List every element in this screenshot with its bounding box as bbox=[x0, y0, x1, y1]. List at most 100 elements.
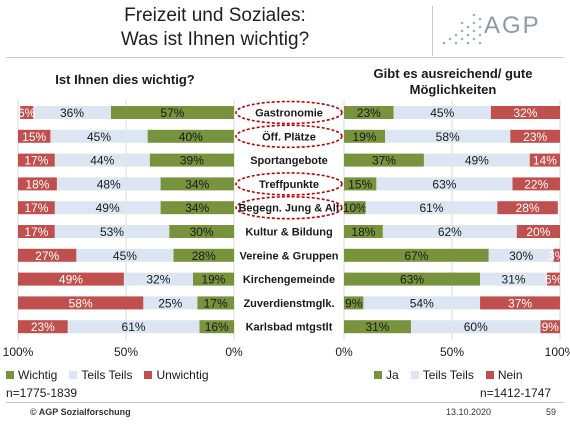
right-bar-nein bbox=[516, 225, 560, 238]
left-bar-wichtig bbox=[149, 153, 234, 167]
right-data-label: 63% bbox=[432, 177, 456, 191]
left-data-label: 40% bbox=[179, 130, 203, 144]
legend-swatch-light-r bbox=[410, 371, 419, 379]
left-data-label: 28% bbox=[192, 249, 216, 263]
left-data-label: 49% bbox=[59, 273, 83, 287]
right-bar-ja bbox=[344, 248, 489, 262]
left-data-label: 34% bbox=[185, 177, 209, 191]
category-label: Begegn. Jung & Alt bbox=[238, 203, 339, 215]
legend-item-ja: Ja bbox=[374, 368, 399, 382]
left-bar-unwichtig bbox=[18, 225, 55, 238]
right-bar-teils-teils bbox=[480, 272, 548, 286]
right-bar-teils-teils bbox=[363, 296, 481, 310]
left-bar-wichtig bbox=[147, 129, 234, 143]
left-data-label: 23% bbox=[31, 320, 55, 334]
right-bar-teils-teils bbox=[410, 320, 541, 334]
left-data-label: 45% bbox=[113, 249, 137, 263]
left-bar-teils-teils bbox=[54, 153, 150, 167]
category-label: Kirchengemeinde bbox=[243, 274, 335, 286]
highlight-ellipse bbox=[235, 100, 343, 125]
right-data-label: 45% bbox=[430, 106, 454, 120]
left-data-label: 58% bbox=[69, 296, 93, 310]
left-bar-teils-teils bbox=[56, 177, 161, 191]
legend-item-teils: Teils Teils bbox=[69, 368, 132, 382]
right-bar-ja bbox=[344, 106, 394, 119]
right-bar-teils-teils bbox=[376, 177, 513, 191]
left-bar-teils-teils bbox=[50, 129, 148, 143]
legend-swatch-green-r bbox=[374, 371, 382, 379]
left-bar-teils-teils bbox=[67, 320, 200, 334]
right-data-label: 9% bbox=[542, 320, 560, 334]
left-data-label: 34% bbox=[185, 201, 209, 215]
left-data-label: 17% bbox=[24, 201, 48, 215]
left-bar-teils-teils bbox=[76, 248, 174, 262]
agp-logo-text: AGP bbox=[484, 12, 541, 39]
left-bar-unwichtig bbox=[18, 177, 57, 191]
legend-item-teils-r: Teils Teils bbox=[410, 368, 474, 382]
right-tick-label: 100% bbox=[545, 345, 570, 359]
right-data-label: 49% bbox=[465, 154, 489, 168]
right-bar-teils-teils bbox=[393, 106, 491, 119]
left-data-label: 49% bbox=[96, 201, 120, 215]
legend-label-nein: Nein bbox=[497, 368, 523, 382]
left-data-label: 18% bbox=[25, 177, 49, 191]
footer-page-number: 59 bbox=[546, 407, 557, 417]
highlight-ellipse bbox=[235, 195, 343, 220]
left-bar-unwichtig bbox=[18, 272, 124, 286]
right-sample-size: n=1412-1747 bbox=[480, 386, 552, 400]
right-data-label: 62% bbox=[438, 225, 462, 239]
right-heading: Gibt es ausreichend/ gute Möglichkeiten bbox=[340, 66, 566, 98]
right-data-label: 10% bbox=[343, 201, 367, 215]
left-bar-wichtig bbox=[192, 272, 234, 286]
left-bar-unwichtig bbox=[18, 248, 77, 262]
left-bar-wichtig bbox=[160, 177, 234, 191]
right-bar-ja bbox=[344, 153, 424, 167]
right-bar-nein bbox=[553, 248, 560, 262]
right-bar-nein bbox=[529, 153, 560, 167]
right-bar-teils-teils bbox=[365, 201, 498, 215]
left-data-label: 36% bbox=[60, 106, 84, 120]
right-bar-nein bbox=[497, 201, 558, 215]
left-bar-unwichtig bbox=[20, 106, 34, 119]
left-data-label: 19% bbox=[201, 273, 225, 287]
right-bar-nein bbox=[547, 272, 560, 286]
left-data-label: 17% bbox=[24, 154, 48, 168]
right-bar-teils-teils bbox=[382, 225, 517, 238]
left-bar-teils-teils bbox=[54, 225, 170, 238]
right-bar-nein bbox=[490, 106, 560, 119]
left-bar-wichtig bbox=[199, 320, 234, 334]
left-data-label: 17% bbox=[24, 225, 48, 239]
right-data-label: 67% bbox=[404, 249, 428, 263]
left-bar-unwichtig bbox=[18, 201, 55, 215]
right-data-label: 60% bbox=[464, 320, 488, 334]
right-tick-label: 0% bbox=[335, 345, 353, 359]
left-tick-label: 0% bbox=[225, 345, 243, 359]
right-bar-ja bbox=[344, 320, 411, 334]
left-data-label: 27% bbox=[35, 249, 59, 263]
left-data-label: 15% bbox=[22, 130, 46, 144]
left-bar-unwichtig bbox=[18, 153, 55, 167]
legend-swatch-red bbox=[144, 371, 153, 379]
legend-label-ja: Ja bbox=[386, 368, 399, 382]
right-data-label: 23% bbox=[357, 106, 381, 120]
left-tick-label: 50% bbox=[114, 345, 138, 359]
left-bar-wichtig bbox=[173, 248, 234, 262]
legend-item-unwichtig: Unwichtig bbox=[144, 368, 209, 382]
legend-item-nein: Nein bbox=[485, 368, 523, 382]
left-tick-label: 100% bbox=[3, 345, 34, 359]
right-tick-label: 50% bbox=[440, 345, 464, 359]
left-data-label: 48% bbox=[97, 177, 121, 191]
legend-label-teils-r: Teils Teils bbox=[422, 368, 474, 382]
footer-date: 13.10.2020 bbox=[446, 407, 492, 417]
right-bar-ja bbox=[344, 225, 383, 238]
right-data-label: 32% bbox=[513, 106, 537, 120]
left-data-label: 25% bbox=[158, 296, 182, 310]
right-bar-ja bbox=[344, 296, 364, 310]
right-data-label: 61% bbox=[419, 201, 443, 215]
category-label: Sportangebote bbox=[250, 155, 328, 167]
right-data-label: 31% bbox=[502, 273, 526, 287]
left-bar-unwichtig bbox=[18, 296, 144, 310]
right-bar-ja bbox=[344, 129, 386, 143]
left-heading: Ist Ihnen dies wichtig? bbox=[55, 72, 195, 87]
right-data-label: 6% bbox=[545, 273, 563, 287]
